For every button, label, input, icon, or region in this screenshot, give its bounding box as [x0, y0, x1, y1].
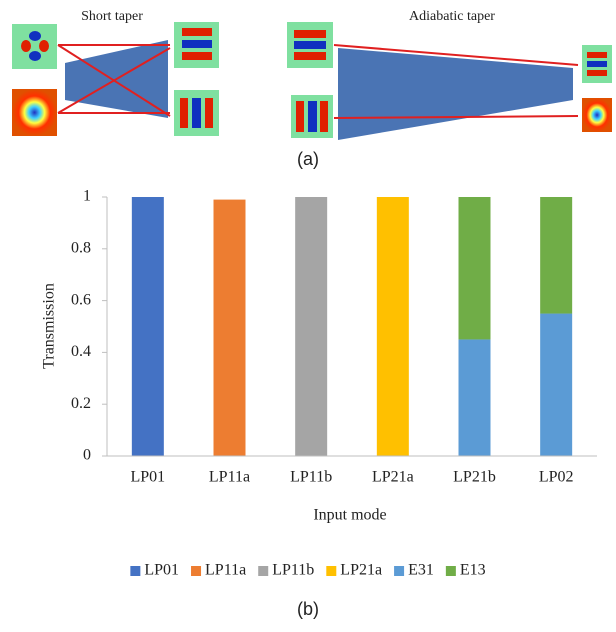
diagram: Short taper Adiabatic taper (a)	[12, 9, 612, 169]
legend-swatch	[130, 566, 140, 576]
caption: (a)	[297, 149, 319, 169]
x-tick-label: LP02	[539, 469, 574, 486]
y-tick-label: 1	[83, 188, 91, 205]
figure: Short taper Adiabatic taper (a)	[0, 0, 616, 632]
bar-segment	[295, 197, 327, 456]
chart: Input mode Transmission (b) 0 0.2 0.4 0.6 0.…	[41, 188, 597, 619]
x-tick-label: LP21b	[453, 469, 496, 486]
x-tick-label: LP01	[130, 469, 165, 486]
legend-label: LP21a	[340, 562, 382, 579]
y-tick-label: 0	[83, 447, 91, 464]
x-tick-label: LP11b	[290, 469, 332, 486]
bar-segment	[459, 197, 491, 339]
y-axis-label: Transmission	[41, 283, 58, 369]
legend-swatch	[326, 566, 336, 576]
caption: (b)	[297, 599, 319, 619]
bar-segment	[540, 197, 572, 314]
bar-segment	[459, 339, 491, 456]
diagram-label: Adiabatic taper	[409, 9, 495, 24]
y-tick-label: 0.2	[71, 395, 91, 412]
diagram-label: Short taper	[81, 9, 143, 24]
legend-swatch	[394, 566, 404, 576]
y-tick-label: 0.6	[71, 291, 91, 308]
bar-segment	[214, 200, 246, 456]
x-tick-label: LP21a	[372, 469, 414, 486]
y-tick-label: 0.4	[71, 343, 91, 360]
legend-swatch	[446, 566, 456, 576]
bar-segment	[132, 197, 164, 456]
legend-swatch	[191, 566, 201, 576]
legend-label: E13	[460, 562, 486, 579]
legend-label: E31	[408, 562, 434, 579]
legend-label: LP11a	[205, 562, 246, 579]
bar-segment	[540, 314, 572, 456]
legend-label: LP01	[144, 562, 179, 579]
y-tick-label: 0.8	[71, 239, 91, 256]
x-axis-label: Input mode	[313, 507, 386, 524]
x-tick-label: LP11a	[209, 469, 250, 486]
legend: LP01 LP11a LP11b LP21a E31 E13	[130, 562, 485, 579]
legend-swatch	[258, 566, 268, 576]
bar-segment	[377, 197, 409, 456]
legend-label: LP11b	[272, 562, 314, 579]
